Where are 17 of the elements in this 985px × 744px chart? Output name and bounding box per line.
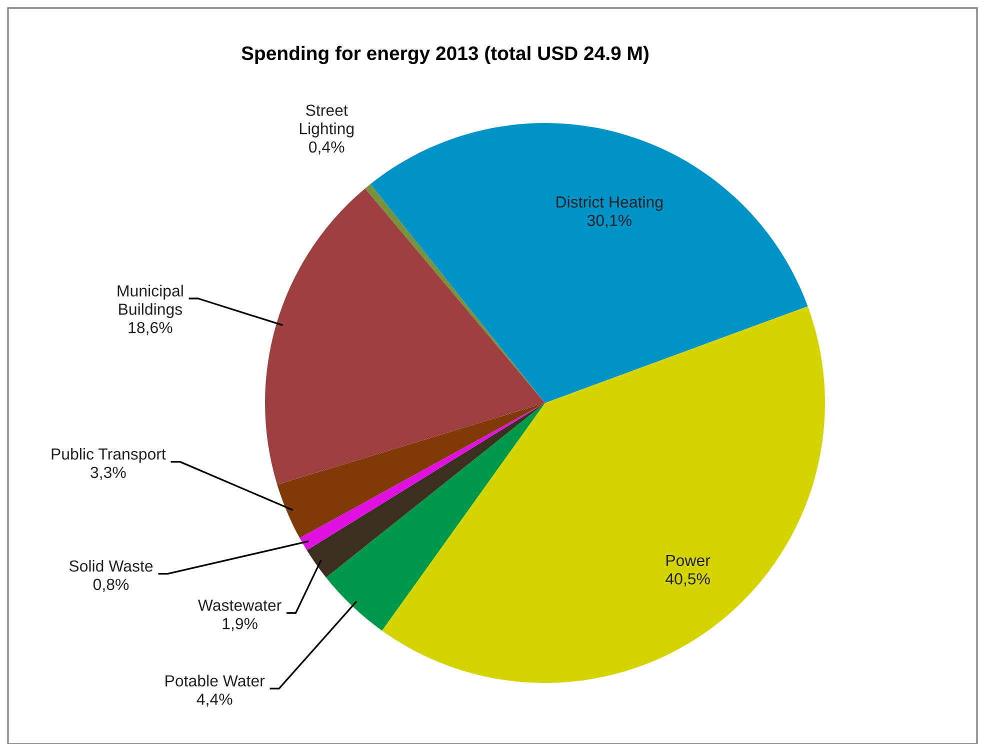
slice-label: Potable Water [166,674,265,687]
slice-label: Wastewater [198,600,282,611]
slice-label: District Heating [556,196,663,211]
slice-label: Power [666,554,710,566]
data-label: 30,1% [587,214,632,228]
slice-label: Municipal Buildings [118,284,183,318]
data-label: 0,4% [309,141,344,155]
data-label: 18,6% [128,322,172,336]
slice-label: Public Transport [52,448,166,463]
data-label: 0,8% [93,578,129,592]
data-label: 1,9% [222,618,258,632]
slice-label: Solid Waste [69,560,153,572]
chart-title: Spending for energy 2013 (total USD 24.9 M) [242,46,648,64]
data-label: 40,5% [666,573,710,586]
data-label: 4,4% [196,694,232,707]
data-label: 3,3% [90,466,126,480]
slice-label: Street Lighting [300,104,354,138]
